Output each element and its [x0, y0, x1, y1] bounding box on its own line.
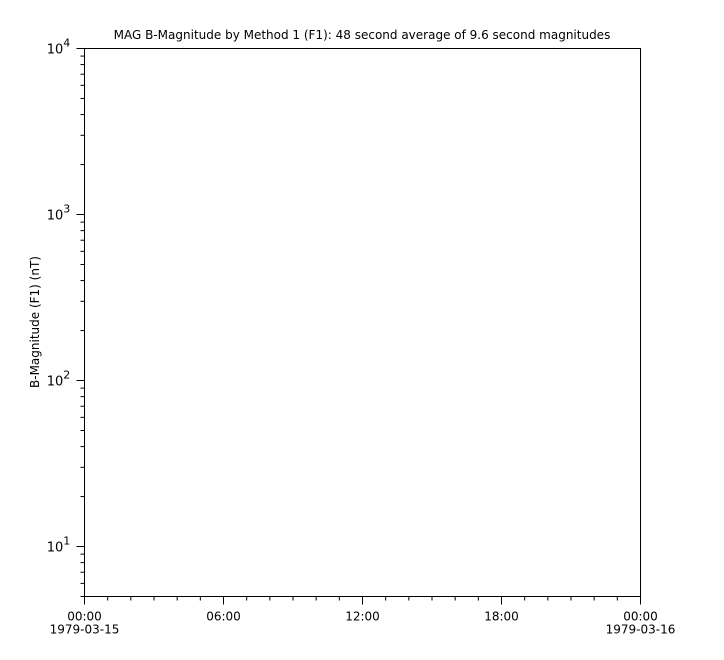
y-tick-label: 104: [47, 37, 71, 58]
y-axis-label: B-Magnitude (F1) (nT): [28, 256, 42, 388]
x-tick-label: 00:00: [67, 610, 102, 624]
y-tick-label: 102: [47, 369, 71, 390]
x-tick-label: 12:00: [345, 610, 380, 624]
x-tick-label: 06:00: [206, 610, 241, 624]
plot-area: [84, 48, 641, 597]
y-tick-label: 101: [47, 535, 71, 556]
x-tick-date: 1979-03-16: [606, 623, 676, 637]
y-tick-label: 103: [47, 203, 71, 224]
x-tick-date: 1979-03-15: [50, 623, 120, 637]
x-tick-label: 00:00: [623, 610, 658, 624]
x-tick-label: 18:00: [484, 610, 519, 624]
chart-title: MAG B-Magnitude by Method 1 (F1): 48 sec…: [114, 28, 611, 42]
